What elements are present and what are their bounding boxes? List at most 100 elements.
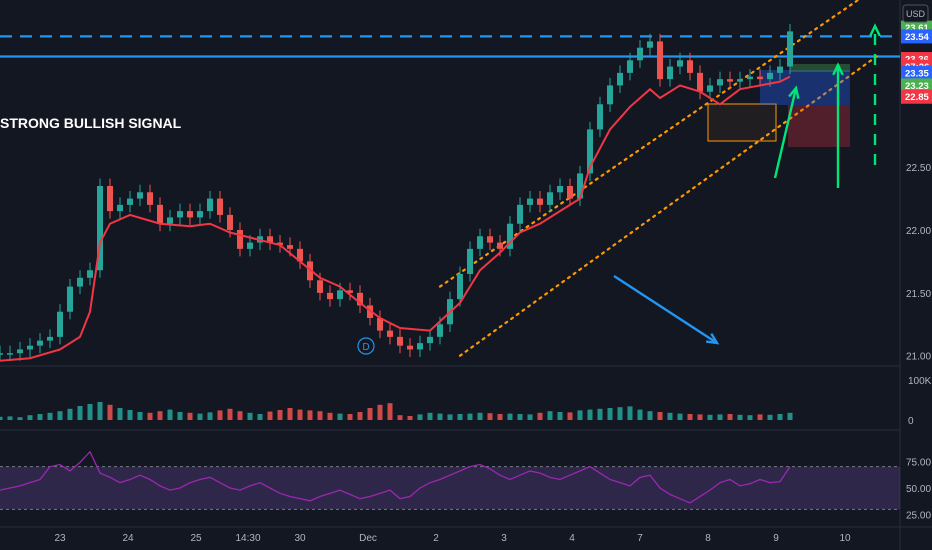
dividend-marker[interactable]: D: [357, 337, 375, 355]
candle-body: [237, 230, 243, 249]
volume-bar: [177, 412, 183, 420]
candle-body: [247, 242, 253, 249]
candle-body: [387, 330, 393, 337]
volume-bar: [477, 412, 483, 420]
volume-bar: [557, 412, 563, 420]
candle-body: [227, 214, 233, 230]
volume-bar: [717, 414, 723, 420]
volume-bar: [727, 414, 733, 420]
volume-bar: [787, 412, 793, 420]
candle-body: [37, 340, 43, 346]
consolidation-box: [707, 103, 777, 142]
volume-bar: [197, 413, 203, 420]
candle-body: [47, 336, 53, 341]
volume-bar: [347, 414, 353, 420]
time-tick-label: 24: [122, 533, 134, 544]
volume-bar: [507, 413, 513, 420]
rsi-tick-label: 25.00: [906, 511, 931, 522]
volume-bar: [607, 408, 613, 420]
volume-bar: [267, 411, 273, 420]
price-tag-label: 22.85: [905, 92, 929, 103]
volume-bar: [647, 411, 653, 420]
candle-body: [457, 274, 463, 300]
drawing-boxes: [707, 64, 850, 147]
candle-body: [557, 186, 563, 193]
currency-badge[interactable]: USD: [902, 4, 929, 23]
price-tag: [901, 78, 932, 93]
moving-average-line: [0, 75, 791, 362]
candle-body: [547, 192, 553, 205]
down-arrow-head: [705, 332, 720, 345]
up-arrow-head: [788, 85, 800, 99]
candle-body: [27, 345, 33, 350]
profit-zone: [790, 64, 850, 72]
volume-bar: [207, 412, 213, 420]
volume-bar: [567, 412, 573, 420]
price-tick-label: 22.50: [906, 163, 931, 174]
down-arrow: [613, 274, 718, 345]
volume-bar: [57, 411, 63, 420]
horizontal-levels: [0, 35, 900, 58]
volume-bar: [47, 412, 53, 420]
price-tick-label: 22.00: [906, 226, 931, 237]
volume-bar: [667, 412, 673, 420]
candle-body: [577, 173, 583, 199]
volume-bar: [317, 411, 323, 420]
time-tick-label: 10: [839, 533, 851, 544]
volume-bar: [637, 409, 643, 420]
volume-bar: [187, 412, 193, 420]
price-tag-label: 23.54: [905, 32, 929, 43]
candle-body: [17, 349, 23, 354]
volume-bar: [127, 410, 133, 420]
signal-annotation: STRONG BULLISH SIGNAL: [0, 115, 182, 131]
time-tick-label: 30: [294, 533, 306, 544]
volume-bar: [527, 414, 533, 420]
candle-body: [747, 76, 753, 80]
volume-bar: [407, 416, 413, 420]
volume-bar: [497, 414, 503, 420]
price-tag: [901, 29, 932, 44]
candle-body: [107, 186, 113, 212]
price-axis: 22.5022.0021.5021.0023.6123.5423.3607:26…: [901, 20, 932, 522]
candle-body: [177, 211, 183, 218]
candle-body: [337, 290, 343, 300]
candle-body: [207, 198, 213, 212]
candle-body: [767, 72, 773, 80]
volume-bar: [237, 411, 243, 420]
candle-body: [697, 72, 703, 92]
time-axis: 23 24 25 14:30 30 Dec 2 3 4 7 8 9 10: [54, 533, 851, 544]
volume-bar: [327, 412, 333, 420]
candle-body: [647, 41, 653, 48]
volume-bar: [27, 415, 33, 420]
volume-bar: [547, 411, 553, 420]
volume-bar: [137, 412, 143, 420]
volume-bar: [307, 410, 313, 420]
volume-bar: [747, 415, 753, 420]
candle-body: [137, 192, 143, 199]
price-tag-label: 23.61: [905, 23, 929, 34]
candle-body: [117, 204, 123, 212]
price-tick-label: 21.00: [906, 352, 931, 363]
volume-bar: [537, 412, 543, 420]
volume-bar: [357, 412, 363, 420]
stop-zone: [788, 105, 850, 147]
candle-body: [607, 85, 613, 105]
volume-bar: [377, 404, 383, 420]
candle-body: [597, 104, 603, 130]
candle-body: [517, 204, 523, 224]
volume-bar: [457, 414, 463, 420]
candle-body: [407, 345, 413, 350]
price-tag-label: 23.35: [905, 68, 929, 79]
volume-bar: [657, 412, 663, 420]
volume-bar: [0, 416, 3, 420]
rsi-line: [0, 450, 791, 504]
volume-bar: [427, 412, 433, 420]
volume-bar: [77, 406, 83, 420]
up-arrow: [773, 87, 798, 179]
volume-bar: [107, 404, 113, 420]
candle-body: [377, 318, 383, 331]
candle-body: [717, 79, 723, 86]
volume-bar: [247, 412, 253, 420]
candle-body: [77, 277, 83, 287]
